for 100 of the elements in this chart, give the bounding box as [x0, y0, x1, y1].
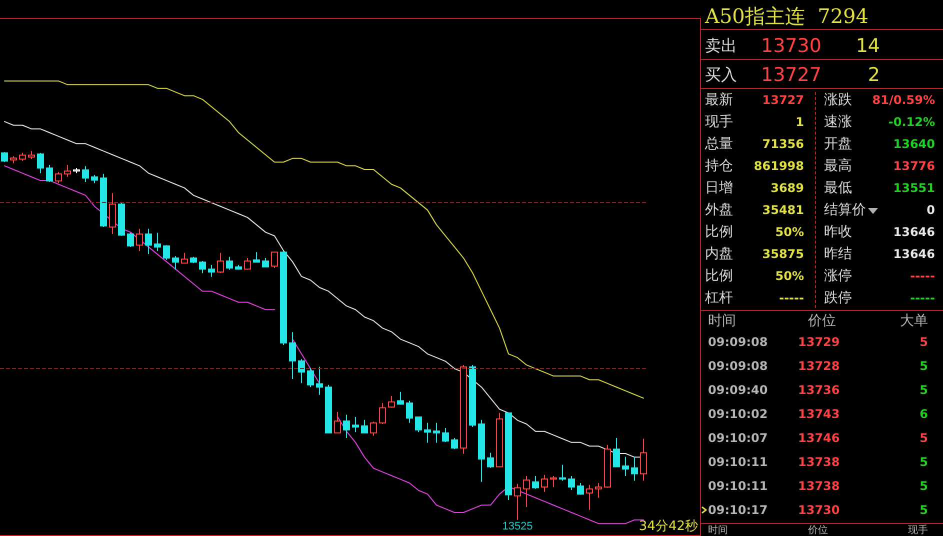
text: 涨跌 [824, 91, 852, 110]
text: 50% [775, 224, 804, 241]
text: 13727 [762, 92, 804, 109]
text: 50% [775, 268, 804, 285]
text: 09:10:17 [708, 502, 768, 519]
text: 最新 [705, 91, 733, 110]
candlestick [289, 332, 296, 380]
text: A50指主连 7294 [705, 3, 869, 29]
text: 09:10:11 [708, 478, 768, 495]
text: 速涨 [824, 113, 852, 132]
candlestick [370, 421, 377, 436]
text: 5 [920, 358, 928, 375]
candlestick [307, 367, 314, 388]
text: 35875 [762, 246, 804, 263]
candlestick [19, 152, 26, 162]
candlestick [550, 475, 557, 488]
text: 价位 [808, 524, 828, 536]
candlestick [244, 258, 251, 270]
candlestick [127, 232, 134, 248]
candlestick [271, 252, 278, 268]
text: 最低 [824, 179, 852, 198]
candlestick [334, 411, 341, 434]
text: 6 [920, 406, 928, 423]
text: 1 [796, 114, 804, 131]
candlestick [433, 422, 440, 444]
candlestick [253, 252, 260, 263]
text: 买入 [705, 64, 737, 86]
candlestick [604, 444, 611, 488]
candlestick [487, 452, 494, 468]
candlestick [568, 475, 575, 491]
text: 14 [856, 34, 880, 58]
candlestick [100, 173, 107, 228]
candlestick [532, 475, 539, 490]
text: 跌停 [824, 289, 852, 308]
text: ----- [779, 290, 804, 307]
candlestick [451, 438, 458, 450]
candlestick [1, 152, 8, 163]
candlestick [622, 456, 629, 476]
text: 时间 [708, 312, 736, 330]
annotation: 34分42秒 [638, 519, 698, 534]
text: 内盘 [705, 245, 733, 264]
candlestick [73, 168, 80, 174]
candlestick [64, 164, 71, 178]
candlestick [514, 483, 521, 520]
candlestick [298, 358, 305, 384]
candlestick [631, 456, 638, 482]
candlestick [118, 202, 125, 236]
candlestick [262, 258, 269, 268]
text: 杠杆 [705, 289, 733, 308]
text: 09:09:08 [708, 334, 768, 351]
text: 比例 [705, 223, 733, 242]
candlestick [109, 192, 116, 235]
candlestick [10, 156, 17, 164]
candlestick [424, 422, 431, 444]
candlestick [136, 228, 143, 252]
candlestick [559, 464, 566, 482]
candlestick [280, 250, 287, 346]
text: 13551 [893, 180, 935, 197]
text: 5 [920, 454, 928, 471]
text: 861998 [754, 158, 804, 175]
text: 最高 [824, 157, 852, 176]
candlestick [460, 364, 467, 454]
candlestick [613, 438, 620, 468]
candlestick [595, 482, 602, 498]
text: 09:09:40 [708, 382, 768, 399]
candlestick [415, 416, 422, 433]
text: 比例 [705, 267, 733, 286]
text: 价位 [808, 312, 836, 330]
candlestick [235, 264, 242, 270]
candlestick [55, 172, 62, 184]
candlestick [226, 256, 233, 270]
text: 13729 [798, 334, 840, 351]
text: 外盘 [705, 201, 733, 220]
candlestick [343, 414, 350, 439]
candlestick [316, 366, 323, 396]
candlestick [208, 264, 215, 278]
text: 09:10:11 [708, 454, 768, 471]
candlestick [199, 260, 206, 274]
text: 09:10:02 [708, 406, 768, 423]
candlestick [379, 402, 386, 424]
text: 5 [920, 430, 928, 447]
candlestick [217, 252, 224, 274]
candlestick [577, 482, 584, 496]
text: 13730 [798, 502, 840, 519]
text: 13646 [893, 224, 935, 241]
text: 13746 [798, 430, 840, 447]
text: 5 [920, 382, 928, 399]
text: 总量 [705, 135, 733, 154]
text: 13736 [798, 382, 840, 399]
text: 5 [920, 502, 928, 519]
text: 09:09:08 [708, 358, 768, 375]
candlestick [154, 232, 161, 252]
candlestick [541, 474, 548, 492]
text: ----- [910, 268, 935, 285]
candlestick [325, 384, 332, 434]
text: 现手 [705, 113, 733, 132]
text: 持仓 [705, 157, 733, 176]
candlestick [163, 244, 170, 260]
candlestick [586, 484, 593, 510]
text: 2 [868, 63, 880, 87]
